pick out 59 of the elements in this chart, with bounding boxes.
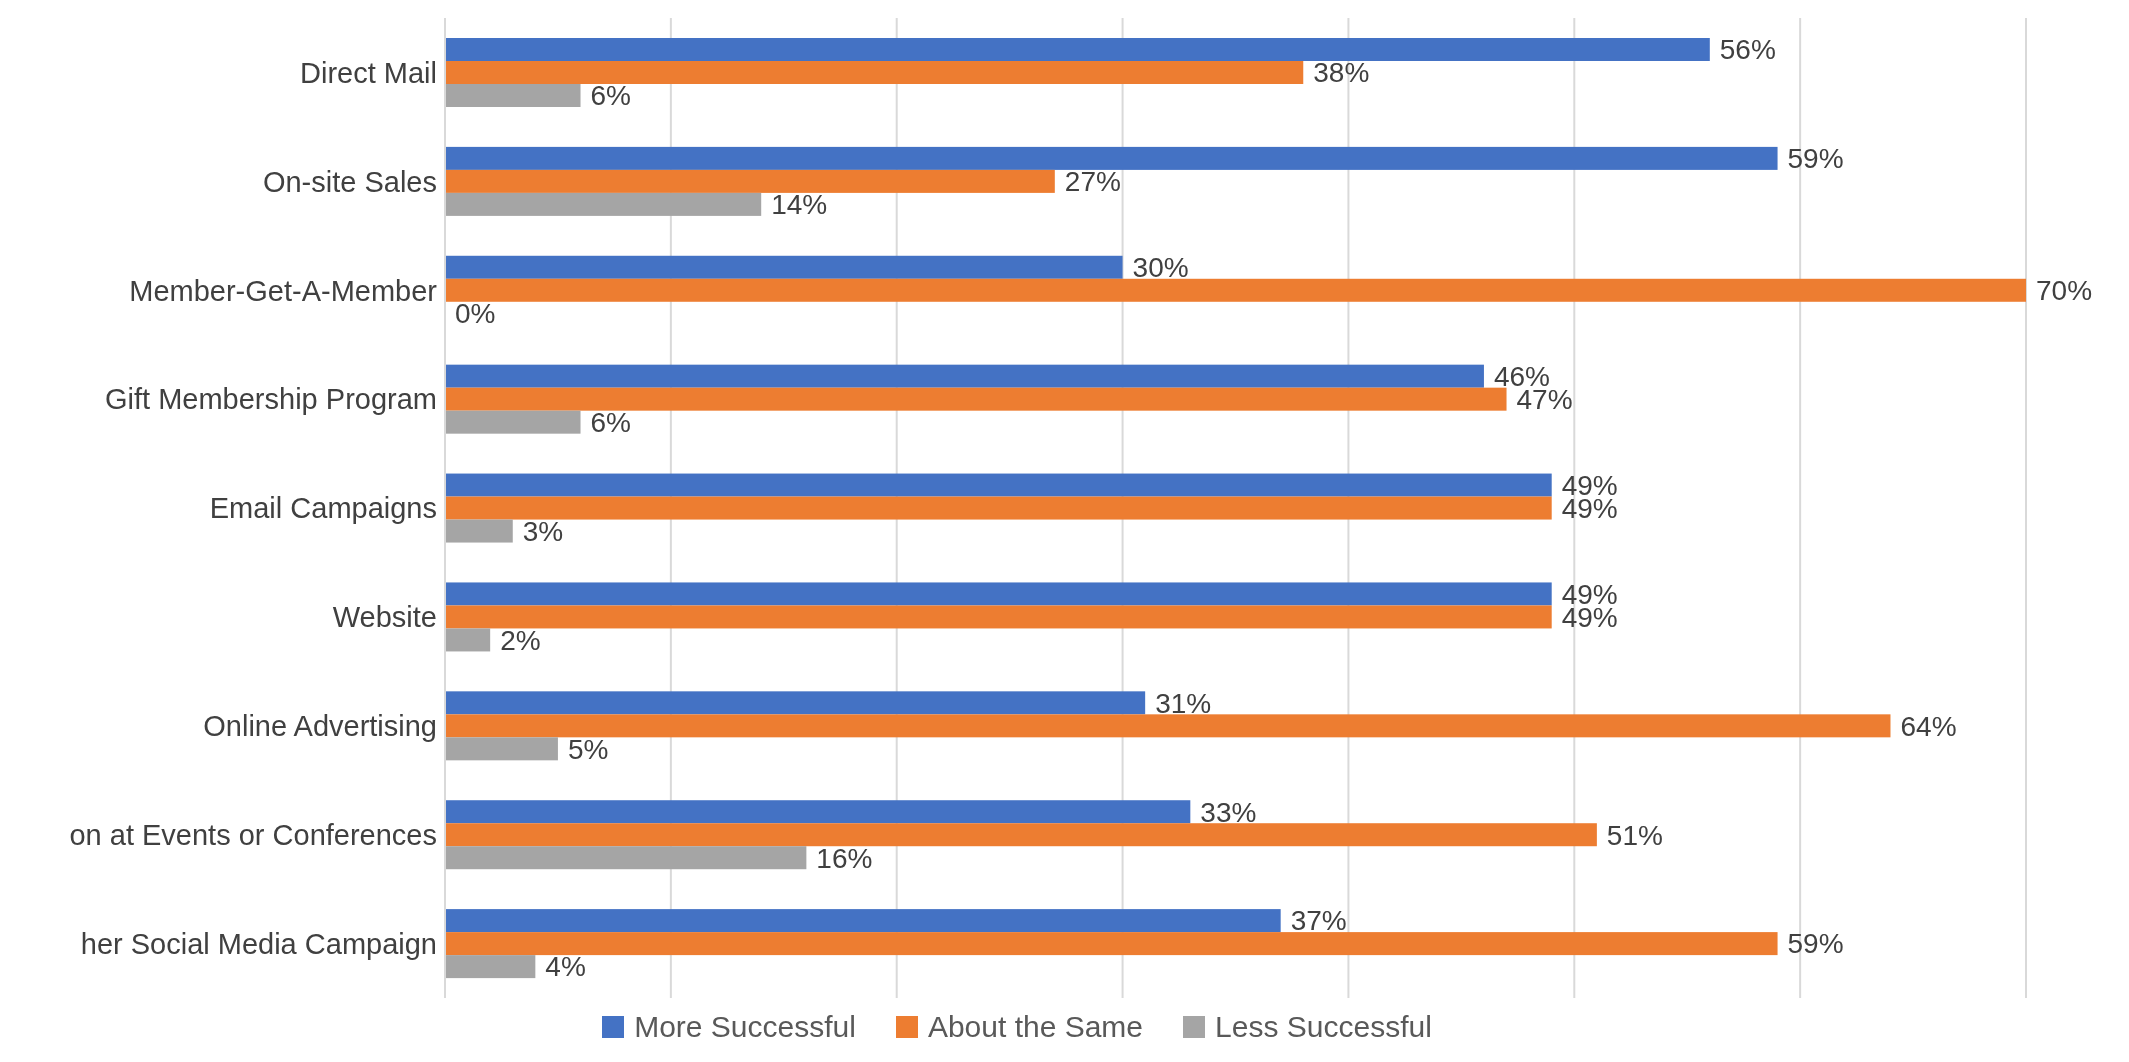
y-tick-label: her Social Media Campaign [80,927,437,960]
data-label: 33% [1200,796,1257,828]
data-label: 56% [1719,34,1776,66]
bar [445,146,1778,170]
bar [445,255,1123,279]
bar [445,61,1304,84]
data-label: 14% [771,189,828,221]
y-tick-label: Direct Mail [300,56,437,89]
bar [445,192,762,216]
data-label: 5% [567,733,609,765]
bar [445,909,1281,933]
bar [445,691,1146,715]
y-tick-label: Online Advertising [203,710,437,743]
data-label: 4% [545,951,586,983]
data-label: 0% [455,298,496,330]
bar [445,932,1778,956]
bar [445,846,807,870]
data-label: 16% [816,842,873,874]
y-tick-label: Email Campaigns [209,492,437,525]
y-tick-label: On-site Sales [262,165,437,198]
bar [445,169,1055,193]
data-label: 27% [1064,166,1121,198]
y-tick-label: Website [332,601,437,634]
data-label: 70% [2036,275,2093,307]
bar [445,800,1191,824]
data-label: 64% [1900,710,1957,742]
bar [445,278,2026,302]
legend-label: About the Same [927,1010,1144,1044]
bar [445,496,1552,520]
data-label: 2% [500,624,541,656]
data-label: 38% [1313,57,1370,89]
data-label: 3% [522,515,564,547]
bar [445,519,513,543]
data-label: 30% [1132,252,1189,284]
y-tick-label: on at Events or Conferences [69,818,437,851]
bar [445,823,1597,847]
bar [445,737,558,761]
data-label: 37% [1290,905,1347,937]
bar [445,628,491,652]
data-label: 6% [590,80,631,112]
legend-label: Less Successful [1215,1010,1432,1044]
y-tick-label: Member-Get-A-Member [129,274,438,307]
data-label: 31% [1155,687,1212,719]
bar [445,410,581,434]
bar [445,605,1552,629]
legend-label: More Successful [634,1010,856,1044]
bar [445,84,581,107]
data-label: 59% [1787,143,1844,175]
data-label: 6% [590,406,631,438]
bar [445,955,536,979]
data-label: 51% [1606,819,1663,851]
y-tick-label: Gift Membership Program [105,383,437,416]
bar [445,387,1507,411]
data-label: 59% [1787,928,1844,960]
bar [445,582,1552,606]
bar [445,38,1710,61]
bar [445,473,1552,497]
bar [445,714,1891,738]
bar [445,364,1484,388]
